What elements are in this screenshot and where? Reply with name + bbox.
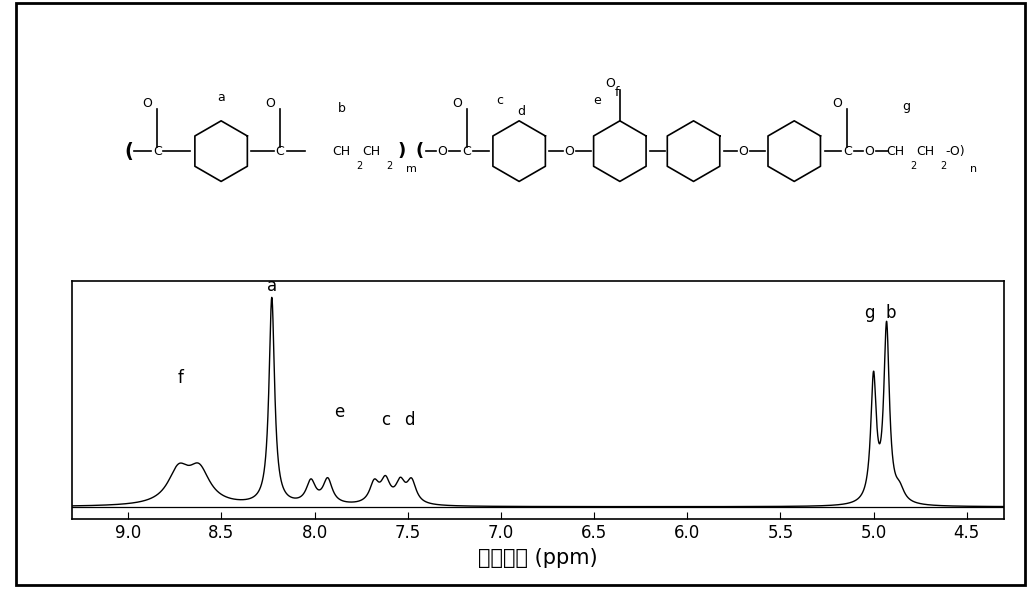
Text: g: g xyxy=(864,304,875,322)
Text: CH: CH xyxy=(887,144,905,158)
Text: O: O xyxy=(265,97,275,110)
Text: CH: CH xyxy=(332,144,351,158)
Text: O: O xyxy=(833,97,842,110)
Text: c: c xyxy=(381,411,390,429)
Text: 2: 2 xyxy=(356,161,362,171)
Text: 2: 2 xyxy=(387,161,393,171)
Text: f: f xyxy=(615,86,620,99)
Text: CH: CH xyxy=(916,144,935,158)
Text: a: a xyxy=(267,277,276,296)
Text: (: ( xyxy=(415,142,423,160)
X-axis label: 化学位移 (ppm): 化学位移 (ppm) xyxy=(478,548,598,568)
Text: a: a xyxy=(217,91,225,104)
Text: m: m xyxy=(406,164,416,174)
Text: 2: 2 xyxy=(940,161,946,171)
Text: ): ) xyxy=(397,142,406,160)
Text: n: n xyxy=(970,164,977,174)
Text: O: O xyxy=(564,144,574,158)
Text: C: C xyxy=(275,144,285,158)
Text: C: C xyxy=(844,144,852,158)
Text: O: O xyxy=(864,144,875,158)
Text: d: d xyxy=(405,411,415,429)
Text: (: ( xyxy=(124,141,134,161)
Text: f: f xyxy=(178,370,183,387)
Text: 2: 2 xyxy=(911,161,917,171)
Text: C: C xyxy=(153,144,161,158)
Text: g: g xyxy=(903,100,911,113)
Text: CH: CH xyxy=(362,144,381,158)
Text: -O): -O) xyxy=(946,144,966,158)
Text: O: O xyxy=(605,78,615,91)
Text: C: C xyxy=(463,144,471,158)
Text: O: O xyxy=(437,144,447,158)
Text: e: e xyxy=(333,403,344,421)
Text: O: O xyxy=(452,97,462,110)
Text: O: O xyxy=(143,97,152,110)
Text: d: d xyxy=(518,105,526,118)
Text: e: e xyxy=(593,94,600,107)
Text: b: b xyxy=(885,304,895,322)
Text: c: c xyxy=(496,94,503,107)
Text: b: b xyxy=(337,102,346,115)
Text: O: O xyxy=(739,144,748,158)
